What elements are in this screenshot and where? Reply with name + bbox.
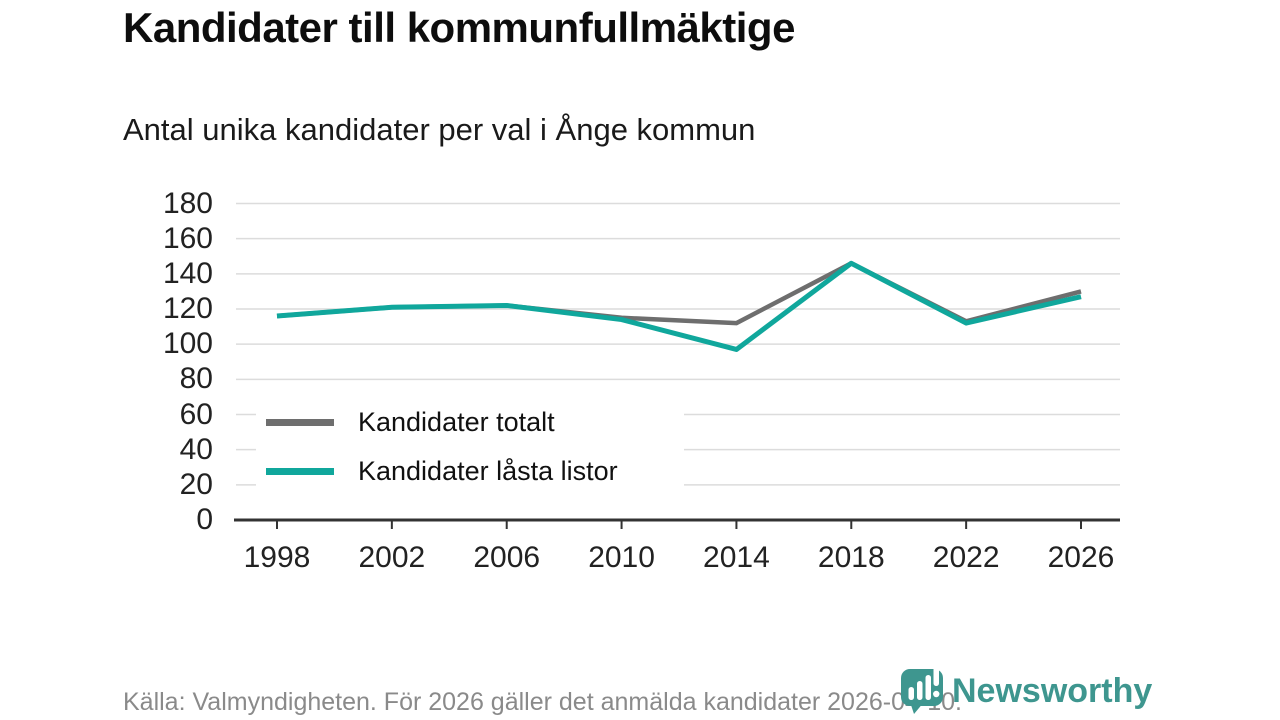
x-tick-label: 2010	[588, 541, 655, 574]
y-tick-label: 60	[179, 397, 213, 431]
x-tick-label: 2018	[817, 541, 885, 574]
series-line-0	[276, 261, 1082, 326]
legend-item-lasta-listor: Kandidater låsta listor	[256, 456, 684, 487]
logo-exclamation-dot	[933, 690, 940, 698]
y-tick-label: 100	[162, 327, 213, 361]
y-tick-label: 20	[179, 467, 213, 501]
y-tick-label: 40	[179, 432, 213, 466]
y-tick-label: 80	[179, 362, 213, 396]
x-tick-label: 2006	[473, 541, 541, 574]
legend-label-lasta-listor: Kandidater låsta listor	[358, 456, 618, 486]
x-tick-label: 1998	[243, 541, 311, 574]
legend-label-totalt: Kandidater totalt	[358, 407, 555, 437]
x-tick-label: 2026	[1047, 541, 1115, 574]
y-tick-label: 0	[196, 503, 213, 536]
x-tick-label: 2022	[932, 541, 1000, 574]
y-tick-label: 140	[162, 256, 213, 290]
brand-name: Newsworthy	[952, 671, 1153, 710]
y-tick-label: 180	[162, 186, 213, 220]
logo-bar-medium	[917, 681, 923, 700]
y-tick-label: 120	[162, 292, 213, 325]
source-note: Källa: Valmyndigheten. För 2026 gäller d…	[123, 688, 962, 716]
legend-swatch-totalt	[266, 419, 334, 426]
logo-exclamation-bar	[933, 664, 939, 686]
y-axis-labels: 0 20 40 60 80 100 120 140 160 180	[0, 0, 213, 720]
logo-bar-short	[908, 687, 914, 700]
legend-swatch-lasta-listor	[266, 468, 334, 475]
logo-bubble-tail	[910, 702, 924, 714]
chart-legend: Kandidater totalt Kandidater låsta listo…	[256, 396, 684, 498]
y-tick-label: 160	[162, 221, 213, 255]
series-line-1	[276, 260, 1082, 352]
x-axis-labels: 1998 2002 2006 2010 2014 2018 2022 2026	[234, 540, 1154, 580]
newsworthy-brand: Newsworthy	[900, 662, 1152, 714]
line-chart	[234, 202, 1120, 529]
x-tick-label: 2002	[358, 541, 426, 574]
chart-subtitle: Antal unika kandidater per val i Ånge ko…	[123, 112, 756, 147]
legend-item-totalt: Kandidater totalt	[256, 407, 684, 438]
x-tick-label: 2014	[703, 541, 770, 574]
page-title: Kandidater till kommunfullmäktige	[123, 4, 795, 51]
newsworthy-logo-icon	[901, 664, 943, 714]
logo-bar-tall	[925, 675, 931, 700]
